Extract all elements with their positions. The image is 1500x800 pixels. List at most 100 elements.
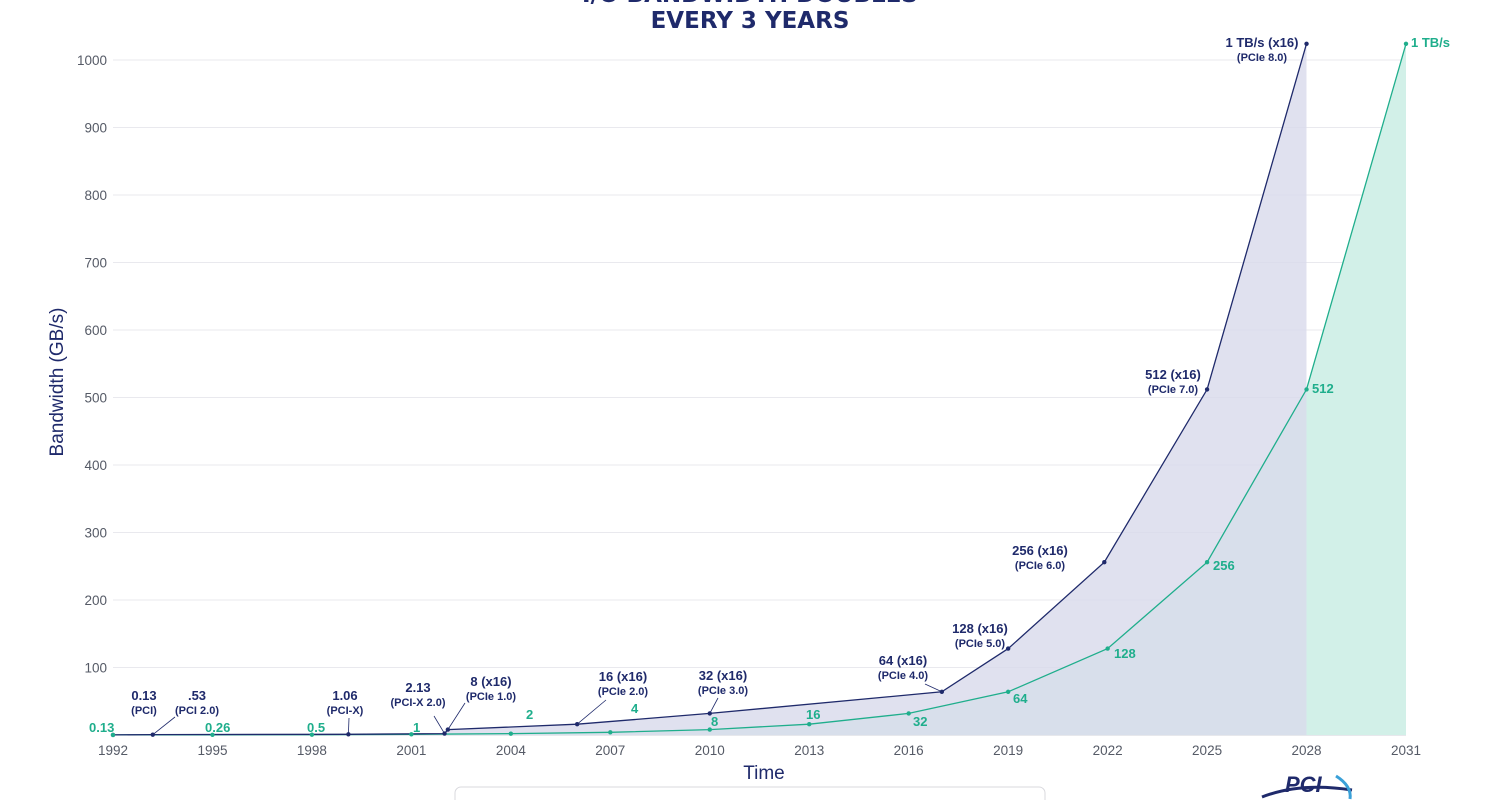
navy-data-label: 32 (x16)	[699, 668, 747, 683]
navy-data-sublabel: (PCIe 8.0)	[1237, 52, 1287, 64]
navy-data-label: 128 (x16)	[952, 621, 1008, 636]
area-navy	[113, 43, 1307, 736]
teal-data-label: 256	[1213, 558, 1235, 573]
y-tick-label: 800	[84, 188, 107, 203]
x-tick-label: 1995	[197, 743, 227, 758]
teal-data-label: 0.13	[89, 720, 114, 735]
navy-data-label: 1 TB/s (x16)	[1226, 35, 1299, 50]
chart-title-line-1: I/O BANDWIDTH DOUBLES	[582, 0, 918, 8]
pci-logo: PCI	[1261, 772, 1353, 800]
teal-data-label: 1 TB/s	[1411, 35, 1450, 50]
label-leader	[924, 683, 943, 693]
label-leader	[576, 699, 607, 725]
label-leader	[709, 697, 719, 714]
x-tick-label: 2001	[396, 743, 426, 758]
navy-data-sublabel: (PCIe 5.0)	[955, 638, 1005, 650]
navy-data-label: 512 (x16)	[1145, 367, 1201, 382]
teal-data-label: 0.26	[205, 720, 230, 735]
x-axis-label: Time	[743, 763, 785, 784]
x-tick-label: 1992	[98, 743, 128, 758]
teal-point	[1105, 646, 1110, 651]
navy-point	[1304, 41, 1309, 46]
navy-data-label: .53	[188, 688, 206, 703]
navy-data-label: 0.13	[131, 688, 156, 703]
y-tick-label: 400	[84, 458, 107, 473]
y-tick-label: 500	[84, 391, 107, 406]
y-tick-label: 200	[84, 593, 107, 608]
x-axis-ticks: 1992 1995 1998 2001 2004 2007 2010 2013 2016 2019…	[98, 743, 1421, 758]
teal-point	[1304, 387, 1309, 392]
navy-point	[346, 732, 351, 737]
navy-data-label: 64 (x16)	[879, 653, 927, 668]
x-tick-label: 2007	[595, 743, 625, 758]
series-areas	[113, 43, 1406, 736]
teal-data-label: 128	[1114, 646, 1136, 661]
teal-data-label: 8	[711, 714, 718, 729]
teal-point	[906, 711, 911, 716]
navy-point	[1204, 387, 1210, 392]
y-tick-label: 900	[84, 121, 107, 136]
label-leader	[347, 717, 350, 735]
teal-data-label: 1	[413, 720, 420, 735]
x-tick-label: 2019	[993, 743, 1023, 758]
teal-point	[807, 722, 812, 727]
navy-data-label: 2.13	[405, 680, 430, 695]
line-navy	[112, 43, 1308, 736]
navy-data-sublabel: (PCI-X 2.0)	[390, 697, 445, 709]
label-leader	[152, 716, 176, 735]
teal-point	[110, 732, 116, 738]
y-axis-label: Bandwidth (GB/s)	[47, 308, 68, 457]
teal-data-label: 32	[913, 714, 927, 729]
navy-data-label: 8 (x16)	[470, 674, 511, 689]
navy-data-label: 16 (x16)	[599, 669, 647, 684]
y-tick-label: 700	[84, 256, 107, 271]
y-tick-label: 300	[84, 526, 107, 541]
teal-point	[210, 732, 215, 738]
x-tick-label: 2025	[1192, 743, 1222, 758]
teal-point	[1005, 689, 1011, 694]
navy-point	[445, 727, 451, 732]
navy-data-sublabel: (PCI-X)	[327, 705, 364, 717]
label-leader	[433, 715, 445, 734]
x-tick-label: 2031	[1391, 743, 1421, 758]
x-tick-label: 2010	[695, 743, 725, 758]
navy-data-sublabel: (PCIe 1.0)	[466, 691, 516, 703]
x-tick-label: 2004	[496, 743, 527, 758]
teal-point	[707, 727, 712, 732]
navy-data-sublabel: (PCIe 6.0)	[1015, 560, 1065, 572]
teal-point	[409, 732, 414, 737]
y-tick-label: 1000	[77, 53, 107, 68]
label-leader	[447, 702, 466, 730]
navy-data-sublabel: (PCI 2.0)	[175, 705, 219, 717]
navy-data-label: 256 (x16)	[1012, 543, 1068, 558]
chart-title: I/O BANDWIDTH DOUBLES EVERY 3 YEARS	[582, 0, 918, 34]
teal-point	[309, 732, 315, 737]
teal-point	[508, 731, 514, 736]
teal-point	[1403, 41, 1409, 46]
pci-logo-swoosh-accent	[1335, 774, 1352, 800]
teal-data-label: 16	[806, 707, 820, 722]
teal-data-label: 64	[1013, 691, 1028, 706]
pci-logo-swoosh	[1261, 785, 1353, 799]
x-tick-label: 2028	[1292, 743, 1322, 758]
navy-data-sublabel: (PCIe 4.0)	[878, 670, 928, 682]
series-lines	[112, 43, 1407, 736]
bottom-panel	[454, 786, 1046, 800]
y-axis-ticks: 100 200 300 400 500 600 700 800 900 1000	[77, 53, 107, 676]
y-tick-label: 600	[84, 323, 107, 338]
x-tick-label: 1998	[297, 743, 327, 758]
teal-data-label: 4	[631, 701, 639, 716]
navy-data-sublabel: (PCI)	[131, 705, 157, 717]
teal-data-label: 0.5	[307, 720, 325, 735]
navy-point	[1005, 646, 1011, 651]
navy-data-sublabel: (PCIe 7.0)	[1148, 384, 1198, 396]
navy-point	[1102, 560, 1107, 565]
x-tick-label: 2022	[1093, 743, 1123, 758]
x-tick-label: 2013	[794, 743, 824, 758]
x-tick-label: 2016	[894, 743, 924, 758]
teal-point	[1204, 560, 1210, 565]
chart-title-line-2: EVERY 3 YEARS	[651, 8, 850, 34]
teal-data-label: 512	[1312, 381, 1334, 396]
teal-point	[608, 730, 613, 735]
